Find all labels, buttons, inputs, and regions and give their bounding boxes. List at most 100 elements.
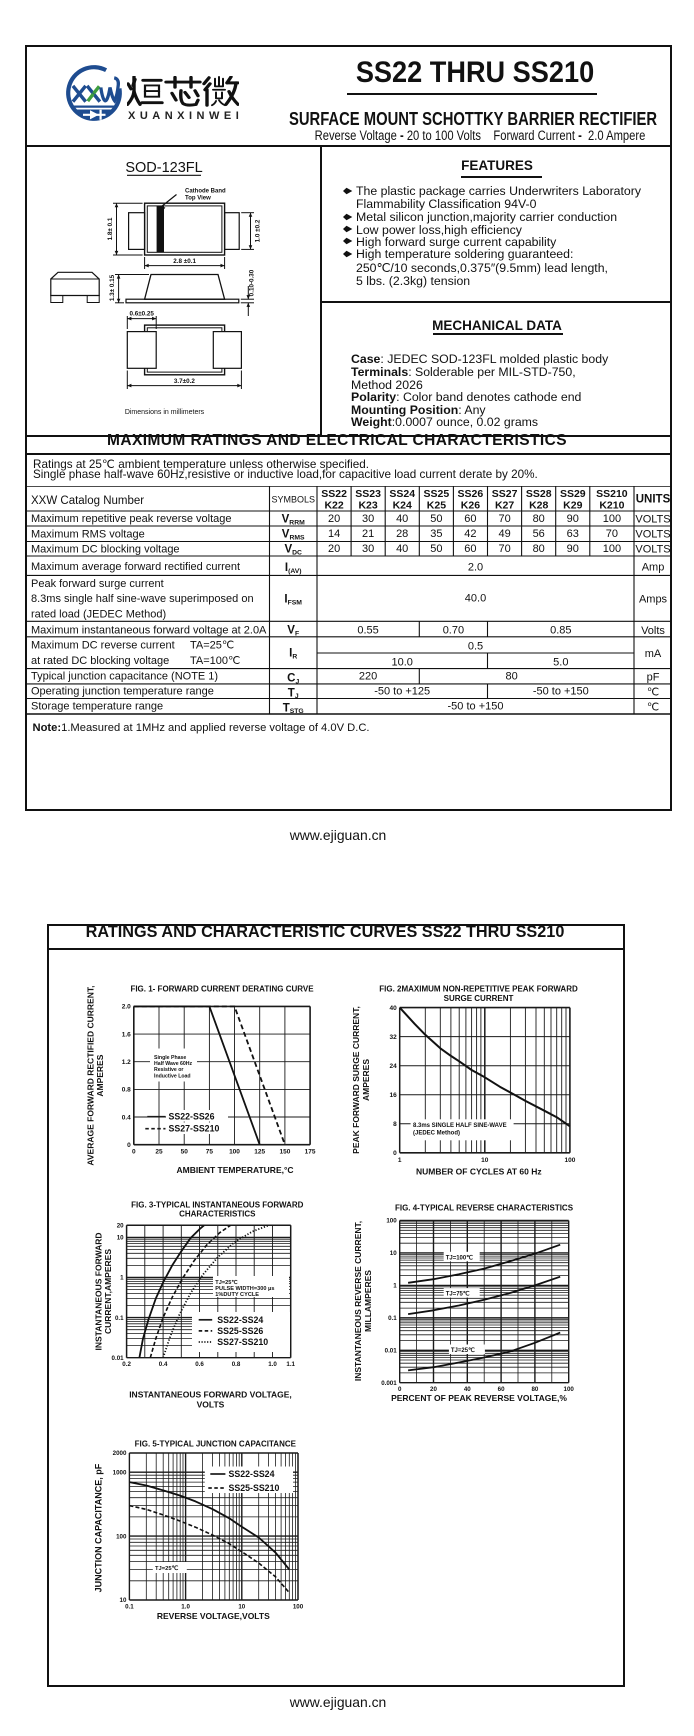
svg-text:Amps: Amps	[639, 594, 668, 606]
svg-text:1.8± 0.1: 1.8± 0.1	[107, 217, 114, 240]
svg-text:40: 40	[389, 1005, 397, 1012]
svg-text:Operating junction temperature: Operating junction temperature range	[31, 685, 214, 697]
svg-text:FIG. 5-TYPICAL JUNCTION CAPACI: FIG. 5-TYPICAL JUNCTION CAPACITANCE	[135, 1440, 297, 1449]
svg-text:0.70: 0.70	[443, 624, 464, 636]
svg-text:20: 20	[430, 1386, 437, 1393]
svg-text:175: 175	[305, 1149, 316, 1156]
svg-text:100: 100	[116, 1533, 127, 1540]
svg-text:SS25-SS26: SS25-SS26	[217, 1326, 263, 1336]
svg-text:VOLTS: VOLTS	[197, 1399, 225, 1409]
svg-text:Cathode Band: Cathode Band	[185, 189, 226, 195]
svg-text:INSTANTANEOUS REVERSE CURRENT,: INSTANTANEOUS REVERSE CURRENT,	[353, 1221, 363, 1381]
svg-text:8.3ms SINGLE HALF SINE-WAVE: 8.3ms SINGLE HALF SINE-WAVE	[413, 1123, 507, 1129]
svg-text:80: 80	[533, 513, 545, 525]
svg-text:0.10-0.30: 0.10-0.30	[249, 269, 256, 296]
svg-text:1.2: 1.2	[122, 1059, 131, 1066]
svg-text:100: 100	[603, 543, 621, 555]
svg-text:0.1: 0.1	[125, 1604, 134, 1611]
svg-text:-50 to +150: -50 to +150	[533, 685, 589, 697]
svg-text:100: 100	[564, 1386, 575, 1393]
svg-text:-50 to +150: -50 to +150	[448, 700, 504, 712]
svg-text:INSTANTANEOUS FORWARD VOLTAGE,: INSTANTANEOUS FORWARD VOLTAGE,	[129, 1389, 292, 1399]
svg-text:1.3± 0.15: 1.3± 0.15	[109, 274, 116, 301]
svg-text:INSTANTANEOUS FORWARD: INSTANTANEOUS FORWARD	[93, 1232, 103, 1350]
svg-text:Amp: Amp	[642, 561, 665, 573]
svg-text:60: 60	[498, 1386, 505, 1393]
svg-text:60: 60	[464, 543, 476, 555]
svg-text:Single Phase: Single Phase	[154, 1055, 186, 1061]
svg-text:50: 50	[430, 543, 442, 555]
svg-text:49: 49	[498, 528, 510, 540]
svg-text:42: 42	[464, 528, 476, 540]
svg-text:pF: pF	[647, 671, 660, 683]
svg-text:SYMBOLS: SYMBOLS	[271, 495, 315, 505]
svg-text:TA=100℃: TA=100℃	[190, 655, 240, 667]
svg-text:SS25: SS25	[424, 488, 450, 500]
svg-text:Maximum instantaneous forward: Maximum instantaneous forward voltage at…	[31, 624, 267, 636]
svg-text:SS26: SS26	[458, 488, 484, 500]
svg-text:VRRM: VRRM	[282, 514, 305, 527]
svg-text:SS25-SS210: SS25-SS210	[229, 1483, 280, 1493]
svg-text:0.01: 0.01	[112, 1355, 125, 1362]
svg-text:20: 20	[117, 1223, 124, 1230]
svg-text:CHARACTERISTICS: CHARACTERISTICS	[179, 1210, 256, 1219]
svg-text:10: 10	[238, 1604, 245, 1611]
svg-text:0: 0	[127, 1142, 131, 1149]
svg-text:8.3ms single half sine-wave su: 8.3ms single half sine-wave superimposed…	[31, 593, 254, 605]
svg-text:Dimensions in millimeters: Dimensions in millimeters	[125, 409, 205, 416]
svg-text:10: 10	[390, 1250, 397, 1257]
svg-text:0.8: 0.8	[232, 1361, 241, 1368]
svg-text:Typical junction capacitance (: Typical junction capacitance (NOTE 1)	[31, 671, 218, 683]
svg-text:℃: ℃	[647, 686, 659, 698]
svg-text:TSTG: TSTG	[283, 702, 304, 715]
svg-text:150: 150	[279, 1149, 290, 1156]
svg-text:℃: ℃	[647, 701, 659, 713]
svg-text:SS210: SS210	[596, 488, 628, 500]
svg-text:rated load (JEDEC Method): rated load (JEDEC Method)	[31, 608, 166, 620]
svg-text:K25: K25	[427, 500, 446, 512]
svg-text:Maximum average forward rectif: Maximum average forward rectified curren…	[31, 561, 240, 573]
svg-text:PULSE WIDTH=300 μs: PULSE WIDTH=300 μs	[215, 1286, 274, 1292]
svg-text:REVERSE VOLTAGE,VOLTS: REVERSE VOLTAGE,VOLTS	[157, 1611, 270, 1621]
svg-text:FIG. 1- FORWARD CURRENT DERATI: FIG. 1- FORWARD CURRENT DERATING CURVE	[130, 985, 314, 994]
svg-text:100: 100	[603, 513, 621, 525]
svg-text:SS28: SS28	[526, 488, 552, 500]
svg-text:VOLTS: VOLTS	[635, 544, 670, 556]
svg-text:SS27-SS210: SS27-SS210	[217, 1337, 268, 1347]
svg-text:0: 0	[393, 1150, 397, 1157]
svg-text:0.5: 0.5	[468, 641, 483, 653]
svg-text:90: 90	[567, 543, 579, 555]
svg-text:TJ=25℃: TJ=25℃	[155, 1565, 179, 1572]
svg-text:VDC: VDC	[284, 544, 302, 557]
svg-text:mA: mA	[645, 648, 662, 660]
svg-text:Inductive Load: Inductive Load	[154, 1073, 191, 1079]
svg-text:AMPERES: AMPERES	[95, 1054, 105, 1096]
svg-text:32: 32	[389, 1034, 397, 1041]
svg-text:0.1: 0.1	[115, 1315, 124, 1322]
svg-text:40.0: 40.0	[465, 593, 486, 605]
svg-text:K24: K24	[393, 500, 412, 512]
svg-text:2.0: 2.0	[122, 1004, 131, 1011]
svg-text:50: 50	[430, 513, 442, 525]
svg-text:35: 35	[430, 528, 442, 540]
svg-text:AMBIENT TEMPERATURE,°C: AMBIENT TEMPERATURE,°C	[176, 1165, 293, 1175]
svg-text:VF: VF	[287, 625, 299, 638]
svg-text:40: 40	[396, 543, 408, 555]
svg-text:90: 90	[567, 513, 579, 525]
svg-text:K29: K29	[563, 500, 582, 512]
svg-text:100: 100	[293, 1604, 304, 1611]
svg-text:220: 220	[359, 670, 377, 682]
svg-text:24: 24	[389, 1063, 397, 1070]
svg-text:80: 80	[505, 670, 517, 682]
svg-text:40: 40	[464, 1386, 471, 1393]
svg-text:SS23: SS23	[355, 488, 381, 500]
svg-text:40: 40	[396, 513, 408, 525]
svg-text:0.8: 0.8	[122, 1087, 131, 1094]
svg-text:K23: K23	[358, 500, 377, 512]
svg-text:70: 70	[498, 543, 510, 555]
svg-text:2.0: 2.0	[468, 562, 483, 574]
svg-text:20: 20	[328, 543, 340, 555]
svg-text:0.01: 0.01	[385, 1348, 398, 1355]
svg-text:0.2: 0.2	[122, 1361, 131, 1368]
svg-text:0.55: 0.55	[357, 624, 378, 636]
